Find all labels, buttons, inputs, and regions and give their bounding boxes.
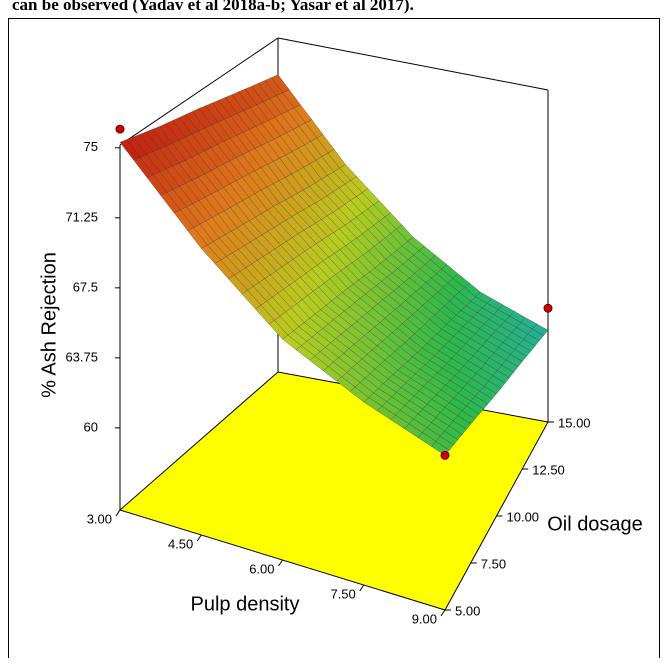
caption-fragment: can be observed (Yadav et al 2018a-b; Ya… <box>12 0 414 14</box>
x-tick-label: 9.00 <box>412 611 437 626</box>
x-tick <box>359 584 365 592</box>
x-tick-label: 7.50 <box>330 586 355 601</box>
design-point <box>543 303 553 313</box>
y-tick-label: 10.00 <box>507 509 540 524</box>
y-tick-label: 5.00 <box>455 603 480 618</box>
x-tick-label: 4.50 <box>168 536 193 551</box>
x-tick-label: 6.00 <box>249 561 274 576</box>
x-tick <box>278 559 283 567</box>
design-point <box>440 450 450 460</box>
x-tick <box>196 534 202 542</box>
z-axis-label: % Ash Rejection <box>38 252 60 398</box>
x-tick <box>115 509 121 517</box>
x-axis-label: Pulp density <box>191 593 300 615</box>
y-tick-label: 7.50 <box>481 556 506 571</box>
y-tick-label: 15.00 <box>558 415 591 430</box>
z-tick-label: 60 <box>84 419 98 434</box>
x-tick-label: 3.00 <box>87 511 112 526</box>
design-point <box>115 124 125 134</box>
y-axis-label: Oil dosage <box>547 513 643 535</box>
y-tick-label: 12.50 <box>532 462 565 477</box>
x-tick <box>440 609 446 617</box>
z-tick-label: 63.75 <box>65 349 98 364</box>
z-tick-label: 71.25 <box>65 209 98 224</box>
box-edge <box>119 37 279 146</box>
z-tick-label: 75 <box>84 139 98 154</box>
z-tick-label: 67.5 <box>73 279 98 294</box>
figure-border <box>8 18 660 663</box>
box-edge <box>277 37 549 91</box>
